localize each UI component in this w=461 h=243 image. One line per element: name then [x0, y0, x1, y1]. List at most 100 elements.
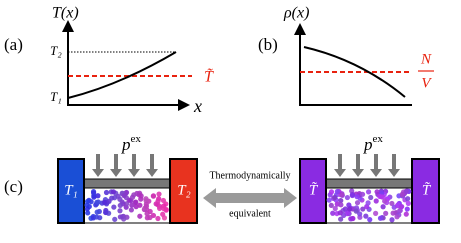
particle — [354, 200, 361, 206]
particle — [338, 202, 344, 208]
particle — [155, 215, 161, 222]
particle — [117, 202, 123, 209]
axis-label: ρ(x) — [283, 5, 309, 22]
arrow-head — [334, 169, 346, 177]
particle — [332, 194, 338, 201]
particle — [394, 214, 400, 220]
particle — [133, 199, 139, 205]
wall — [57, 158, 85, 224]
particle — [373, 210, 379, 216]
particle — [377, 215, 384, 221]
particle — [85, 210, 91, 216]
particle — [332, 205, 338, 212]
particle — [360, 206, 366, 212]
fraction-denominator: V — [421, 75, 432, 91]
curve — [67, 51, 177, 99]
particle — [349, 192, 355, 199]
particle — [380, 204, 386, 210]
arrow-head — [388, 169, 400, 177]
particle — [95, 199, 101, 205]
particle — [94, 209, 100, 215]
particle — [405, 196, 411, 202]
particle — [390, 210, 396, 216]
pressure-sup: ex — [373, 133, 384, 145]
particle — [354, 194, 360, 200]
pressure-symbol: p — [363, 135, 373, 154]
particle — [330, 210, 336, 216]
particle — [342, 206, 348, 212]
panel-label: (b) — [258, 35, 278, 54]
panel-label: (a) — [4, 35, 23, 54]
particle — [161, 206, 167, 212]
particle — [137, 202, 143, 208]
particle — [373, 198, 379, 204]
particle — [95, 193, 101, 199]
particle — [389, 200, 395, 207]
particle — [389, 217, 395, 223]
axis-label: T(x) — [52, 5, 79, 22]
wall-label: T₂ — [177, 182, 191, 198]
particle — [363, 213, 369, 219]
panel-label: (c) — [4, 177, 23, 196]
particle — [338, 197, 344, 204]
pressure-symbol: p — [121, 135, 131, 154]
particle — [403, 188, 409, 194]
particle — [128, 207, 134, 213]
arrow-head — [128, 169, 140, 177]
particle — [399, 191, 405, 198]
arrow-shaft — [132, 154, 136, 169]
particle — [359, 191, 366, 197]
arrow-head — [110, 169, 122, 177]
particle — [150, 193, 157, 199]
particle — [84, 202, 90, 208]
particle — [374, 189, 380, 195]
particle — [110, 189, 117, 195]
particle — [348, 216, 354, 222]
particle — [403, 211, 409, 217]
particle — [103, 209, 109, 216]
arrow-head — [146, 169, 158, 177]
particle — [365, 200, 371, 206]
particle — [137, 213, 143, 219]
particle — [109, 195, 115, 201]
wall — [169, 158, 198, 224]
pressure-arrows — [92, 154, 400, 177]
particle — [405, 200, 411, 206]
particle — [382, 198, 388, 204]
equivalence-text: equivalent — [229, 208, 271, 219]
tick-label: T₂ — [50, 43, 62, 58]
particle — [129, 194, 136, 200]
particle — [326, 197, 332, 203]
particle — [97, 215, 103, 221]
particle — [112, 216, 118, 222]
arrow-shaft — [114, 154, 118, 169]
arrow-head — [92, 169, 104, 177]
arrow-head — [370, 169, 382, 177]
particle — [404, 206, 410, 212]
particle — [160, 211, 166, 217]
particle — [144, 215, 150, 221]
pressure-label: pex — [121, 133, 141, 154]
particles — [84, 188, 412, 223]
particle — [353, 208, 359, 214]
particle — [138, 193, 144, 199]
particle — [117, 208, 123, 214]
particle — [102, 199, 108, 205]
particle — [383, 210, 389, 216]
particle — [88, 199, 94, 205]
particle — [124, 201, 130, 207]
particle — [155, 198, 161, 204]
particle — [365, 189, 372, 195]
particle — [339, 192, 345, 198]
wall-label: T̃ — [422, 182, 432, 198]
curve — [303, 46, 406, 98]
particle — [334, 188, 340, 195]
particle — [103, 189, 110, 196]
particle — [117, 214, 123, 220]
equivalence-text: Thermodynamically — [209, 170, 290, 181]
particle — [397, 208, 403, 214]
arrow-shaft — [356, 154, 360, 169]
particle — [337, 210, 343, 216]
wall-label: T̃ — [309, 182, 319, 198]
